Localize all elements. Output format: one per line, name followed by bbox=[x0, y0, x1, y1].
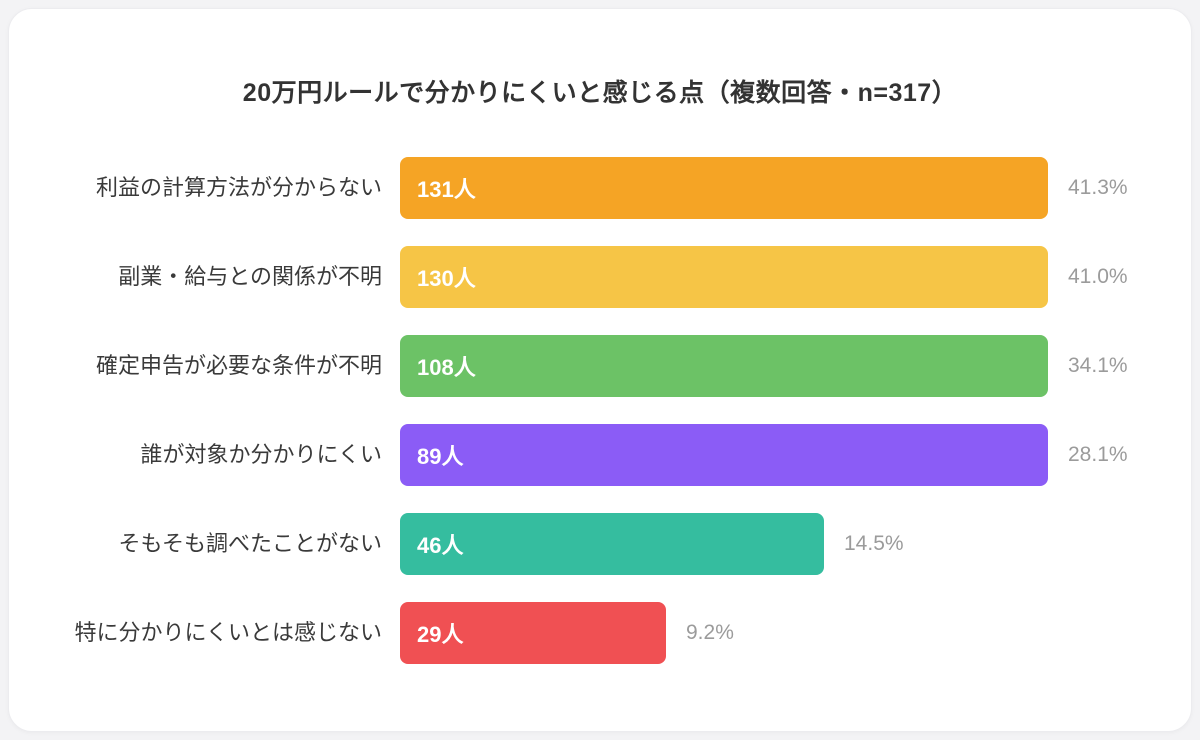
chart-rows: 利益の計算方法が分からない 131人 41.3% 副業・給与との関係が不明 13… bbox=[9, 157, 1191, 664]
bar: 130人 bbox=[400, 246, 1048, 308]
category-label: 誰が対象か分かりにくい bbox=[140, 442, 382, 468]
bar-value-label: 130人 bbox=[417, 266, 476, 291]
bar-value-label: 131人 bbox=[417, 177, 476, 202]
category-label: 利益の計算方法が分からない bbox=[95, 175, 382, 201]
bar: 89人 bbox=[400, 424, 1048, 486]
chart-row: 利益の計算方法が分からない 131人 41.3% bbox=[74, 157, 1191, 219]
chart-row: 特に分かりにくいとは感じない 29人 9.2% bbox=[74, 602, 1191, 664]
percent-label: 9.2% bbox=[686, 621, 734, 644]
chart-row: そもそも調べたことがない 46人 14.5% bbox=[74, 513, 1191, 575]
category-label: 確定申告が必要な条件が不明 bbox=[95, 353, 382, 379]
category-label: 副業・給与との関係が不明 bbox=[118, 264, 382, 290]
bar: 29人 bbox=[400, 602, 666, 664]
chart-row: 誰が対象か分かりにくい 89人 28.1% bbox=[74, 424, 1191, 486]
percent-label: 34.1% bbox=[1068, 354, 1128, 377]
percent-label: 41.3% bbox=[1068, 176, 1128, 199]
percent-label: 14.5% bbox=[844, 532, 904, 555]
bar-value-label: 108人 bbox=[417, 355, 476, 380]
bar: 108人 bbox=[400, 335, 1048, 397]
category-label: 特に分かりにくいとは感じない bbox=[74, 620, 382, 646]
bar: 46人 bbox=[400, 513, 824, 575]
chart-title: 20万円ルールで分かりにくいと感じる点（複数回答・n=317） bbox=[242, 79, 958, 107]
chart-card: 20万円ルールで分かりにくいと感じる点（複数回答・n=317） 利益の計算方法が… bbox=[8, 8, 1192, 732]
category-label: そもそも調べたことがない bbox=[118, 531, 382, 557]
bar-value-label: 46人 bbox=[417, 533, 464, 558]
bar: 131人 bbox=[400, 157, 1048, 219]
percent-label: 28.1% bbox=[1068, 443, 1128, 466]
percent-label: 41.0% bbox=[1068, 265, 1128, 288]
chart-row: 確定申告が必要な条件が不明 108人 34.1% bbox=[74, 335, 1191, 397]
bar-value-label: 29人 bbox=[417, 622, 464, 647]
chart-row: 副業・給与との関係が不明 130人 41.0% bbox=[74, 246, 1191, 308]
bar-value-label: 89人 bbox=[417, 444, 464, 469]
